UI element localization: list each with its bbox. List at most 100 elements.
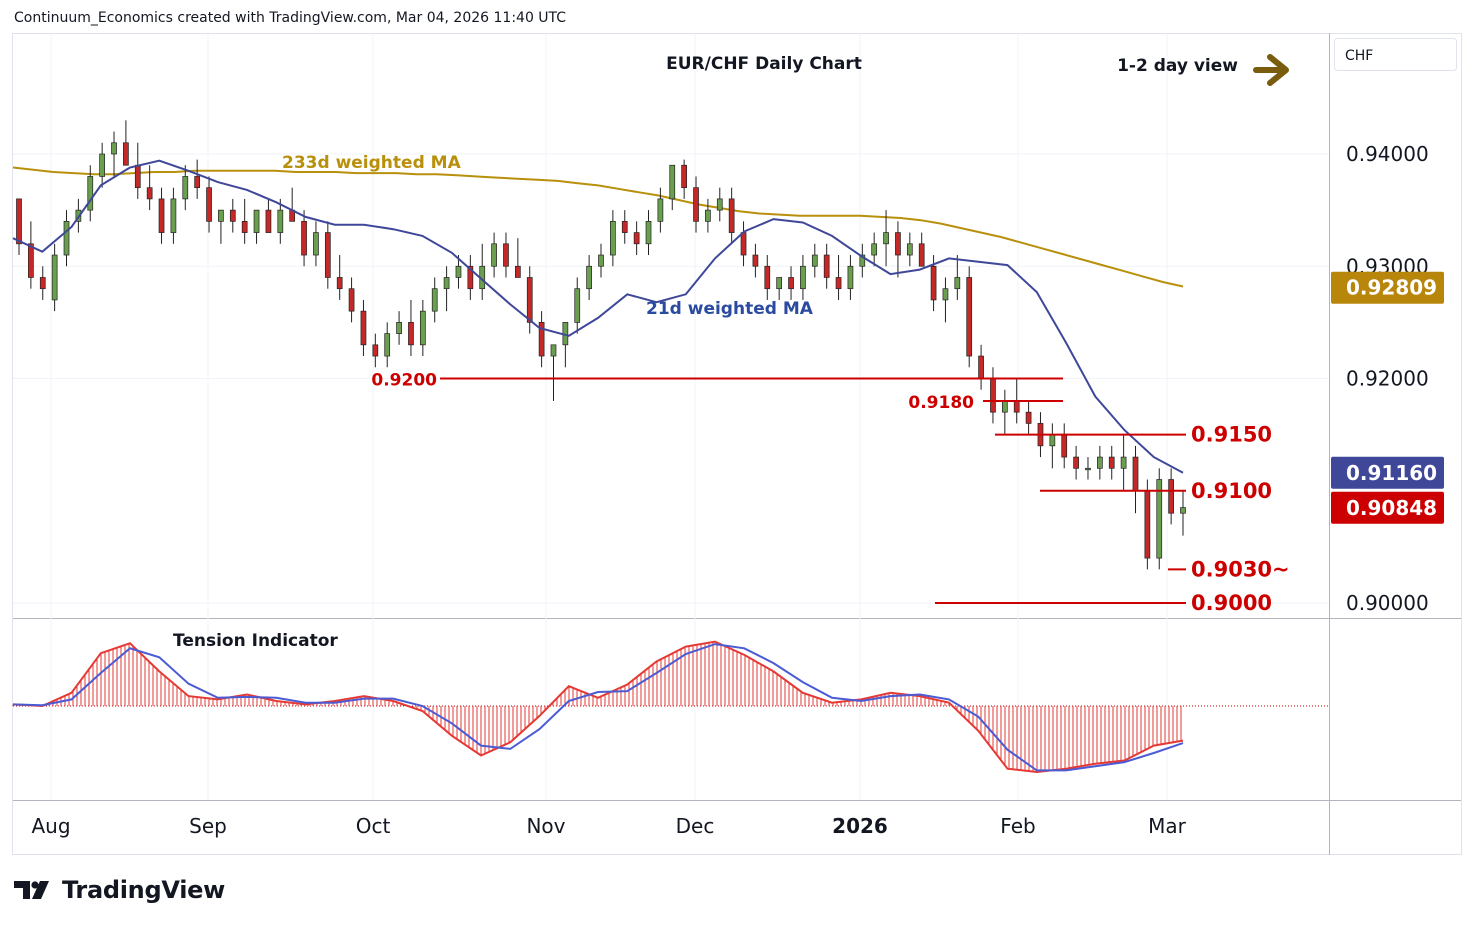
candle <box>360 299 367 357</box>
candle <box>301 210 307 267</box>
candle <box>1108 445 1115 480</box>
candle <box>111 131 117 177</box>
candle <box>99 142 105 188</box>
ma233-path <box>12 166 1184 288</box>
level-label: 0.9100 <box>1191 479 1272 503</box>
candle <box>728 187 735 244</box>
candle <box>28 221 34 289</box>
candle <box>503 232 509 278</box>
candle <box>598 243 604 278</box>
ma21-line <box>12 159 1184 474</box>
candle <box>419 299 426 357</box>
ma233-line <box>12 166 1184 288</box>
price-badges: 0.92809 0.91160 0.90848 <box>1331 271 1444 524</box>
candle <box>170 187 177 244</box>
support-resistance-levels: 0.9200 0.9180 0.9150 0.9100 0.9030~ 0.9000 <box>371 371 1289 616</box>
candle <box>776 277 783 300</box>
ma21-label: 21d weighted MA <box>646 299 814 319</box>
candle <box>1180 490 1186 536</box>
candle <box>1085 457 1091 480</box>
candle <box>218 209 224 244</box>
candles-group <box>16 120 1186 570</box>
candle <box>764 255 771 300</box>
candle <box>146 165 153 211</box>
candle <box>693 176 699 233</box>
candle <box>1073 445 1079 480</box>
candle <box>408 299 414 357</box>
candle <box>1144 479 1151 570</box>
candle <box>705 198 711 233</box>
chart-header: Continuum_Economics created with Trading… <box>14 10 567 26</box>
tradingview-logo[interactable]: TradingView <box>14 876 225 904</box>
chart-title: EUR/CHF Daily Chart <box>666 54 862 74</box>
candle <box>800 255 806 300</box>
candle <box>1001 389 1008 435</box>
candle <box>467 255 474 300</box>
tension-slow-line <box>12 643 1184 772</box>
candle <box>752 243 759 278</box>
candle <box>1120 434 1127 491</box>
level-label: 0.9180 <box>908 393 974 413</box>
candle <box>669 164 676 211</box>
ma21-path <box>12 159 1184 474</box>
candle <box>574 277 581 334</box>
x-tick-label: 2026 <box>832 814 888 838</box>
candle <box>526 266 533 334</box>
candle <box>324 221 331 289</box>
candle <box>657 187 664 233</box>
candle <box>134 142 141 199</box>
candle <box>1132 445 1139 514</box>
y-tick-label: 0.92000 <box>1346 367 1429 391</box>
view-label: 1-2 day view <box>1117 56 1238 76</box>
price-badge-label: 0.90848 <box>1346 496 1437 520</box>
candle <box>847 255 854 300</box>
price-badge: 0.92809 <box>1331 271 1444 304</box>
x-tick-label: Mar <box>1148 814 1187 838</box>
level-label: 0.9150 <box>1191 423 1272 447</box>
candle <box>158 187 165 244</box>
candle <box>479 243 486 300</box>
x-tick-label: Oct <box>356 814 391 838</box>
candle <box>954 255 961 300</box>
price-badge-label: 0.92809 <box>1346 276 1437 300</box>
candle <box>277 198 284 244</box>
candle <box>942 277 949 323</box>
candle <box>906 232 913 267</box>
candle <box>206 176 212 233</box>
candle <box>716 187 723 222</box>
grid-lines <box>13 34 1329 800</box>
x-tick-label: Aug <box>31 814 70 838</box>
currency-box[interactable] <box>1334 38 1457 71</box>
candle <box>431 277 438 323</box>
candle <box>348 277 355 323</box>
x-tick-label: Nov <box>526 814 565 838</box>
candle <box>336 255 343 300</box>
candle <box>384 322 391 368</box>
candle <box>289 187 296 222</box>
candle <box>918 232 925 267</box>
level-label: 0.9000 <box>1191 591 1272 615</box>
candle <box>39 266 46 300</box>
tension-indicator-label: Tension Indicator <box>173 631 338 651</box>
candle <box>455 255 462 289</box>
candle <box>123 120 129 166</box>
candle <box>990 367 996 424</box>
time-axis: Aug Sep Oct Nov Dec 2026 Feb Mar <box>31 814 1186 838</box>
candle <box>1097 445 1103 480</box>
tension-fast-line <box>12 640 1184 774</box>
candle <box>182 165 189 211</box>
candle <box>253 209 260 244</box>
candle <box>966 266 973 368</box>
ma233-label: 233d weighted MA <box>282 153 462 173</box>
x-tick-label: Dec <box>676 814 715 838</box>
price-badge-label: 0.91160 <box>1346 461 1437 485</box>
candle <box>823 243 830 289</box>
candle <box>811 243 818 278</box>
price-badge: 0.90848 <box>1331 491 1444 524</box>
y-tick-label: 0.90000 <box>1346 591 1429 615</box>
candle <box>978 344 984 390</box>
x-tick-label: Feb <box>1000 814 1035 838</box>
candle <box>1025 400 1032 435</box>
